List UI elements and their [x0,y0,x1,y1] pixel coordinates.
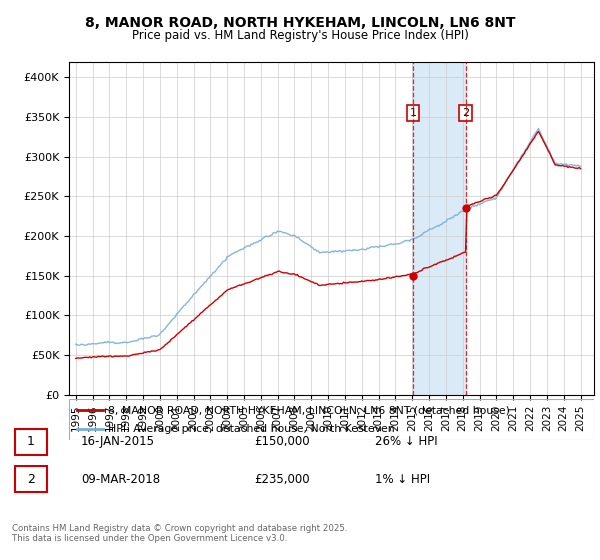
Text: 2: 2 [27,473,35,486]
Bar [15,466,47,492]
Text: 1: 1 [27,435,35,449]
Text: Contains HM Land Registry data © Crown copyright and database right 2025.
This d: Contains HM Land Registry data © Crown c… [12,524,347,543]
Bar [15,429,47,455]
Text: 8, MANOR ROAD, NORTH HYKEHAM, LINCOLN, LN6 8NT: 8, MANOR ROAD, NORTH HYKEHAM, LINCOLN, L… [85,16,515,30]
Text: £235,000: £235,000 [254,473,310,486]
Text: Price paid vs. HM Land Registry's House Price Index (HPI): Price paid vs. HM Land Registry's House … [131,29,469,42]
Text: HPI: Average price, detached house, North Kesteven: HPI: Average price, detached house, Nort… [109,424,395,433]
Bar [413,62,466,395]
Text: 09-MAR-2018: 09-MAR-2018 [81,473,160,486]
Text: £150,000: £150,000 [254,435,310,449]
Text: 16-JAN-2015: 16-JAN-2015 [81,435,155,449]
Text: 8, MANOR ROAD, NORTH HYKEHAM, LINCOLN, LN6 8NT (detached house): 8, MANOR ROAD, NORTH HYKEHAM, LINCOLN, L… [109,405,510,415]
Text: 1: 1 [409,108,416,118]
Text: 26% ↓ HPI: 26% ↓ HPI [375,435,437,449]
Text: 1% ↓ HPI: 1% ↓ HPI [375,473,430,486]
Text: 2: 2 [462,108,469,118]
